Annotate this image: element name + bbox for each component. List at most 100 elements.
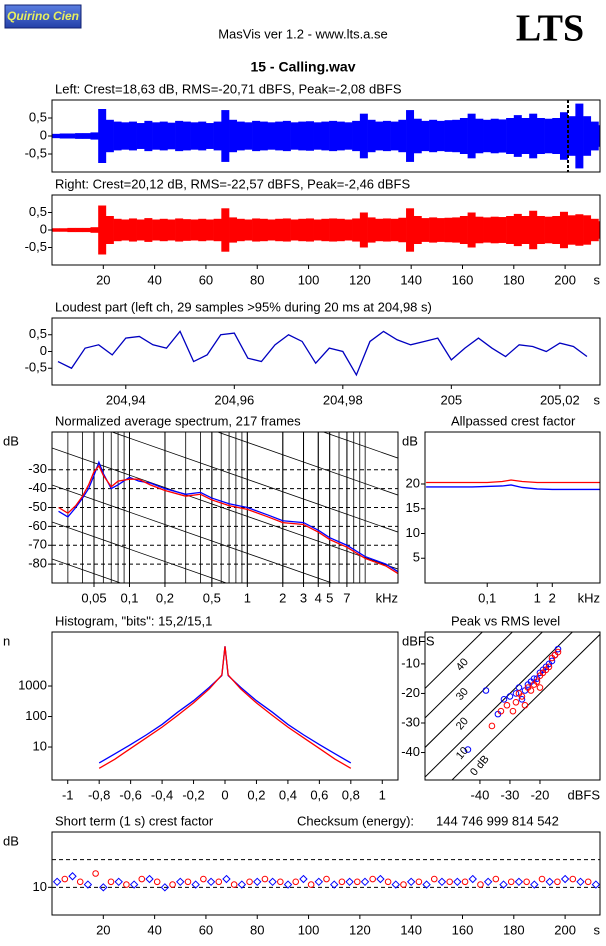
y-tick-label: -0,5 <box>25 360 47 375</box>
panel-title: Right: Crest=20,12 dB, RMS=-22,57 dBFS, … <box>55 176 410 191</box>
point <box>554 648 562 656</box>
point <box>369 875 376 883</box>
series-line <box>426 484 600 491</box>
waveform-bar <box>475 216 484 244</box>
plot-area <box>52 832 600 915</box>
x-tick-label: -0,6 <box>119 787 141 802</box>
point <box>138 875 146 883</box>
y-axis-label: dBFS <box>402 633 435 648</box>
waveform-bar <box>513 213 522 247</box>
point <box>415 878 423 886</box>
waveform-bar <box>375 121 384 151</box>
waveform-bar <box>498 217 507 243</box>
point <box>512 699 520 706</box>
waveform-bar <box>590 121 599 151</box>
checksum-value: 144 746 999 814 542 <box>436 813 559 828</box>
point <box>330 880 339 889</box>
plot-frame <box>424 631 601 781</box>
waveform-bar <box>113 121 122 151</box>
waveform-bar <box>213 218 222 242</box>
waveform-bar <box>344 122 353 150</box>
point <box>230 881 238 888</box>
file-name: 15 - Calling.wav <box>250 59 355 75</box>
waveform-bar <box>444 217 453 243</box>
crest-line <box>425 632 574 778</box>
checksum-label: Checksum (energy): <box>297 813 414 828</box>
waveform-bar <box>429 217 438 243</box>
point <box>52 877 62 887</box>
y-tick-label: -20 <box>401 685 420 700</box>
point <box>353 878 361 886</box>
waveform-bar <box>544 118 553 154</box>
waveform-bar <box>98 109 107 163</box>
waveform-bar <box>552 216 561 244</box>
point <box>554 645 562 653</box>
waveform-bar <box>375 218 384 242</box>
point <box>277 878 284 886</box>
point <box>314 877 324 887</box>
reference-slope <box>52 447 398 570</box>
point <box>499 880 508 889</box>
point <box>554 878 561 886</box>
point <box>533 678 541 685</box>
waveform-bar <box>105 119 114 153</box>
waveform-bar <box>329 120 338 152</box>
y-tick-label: 10 <box>33 738 47 753</box>
point <box>107 878 115 886</box>
waveform-bar <box>198 218 207 242</box>
waveform-bar <box>336 121 345 151</box>
waveform-bar <box>190 122 199 150</box>
point <box>323 875 330 883</box>
waveform-bar <box>483 119 492 153</box>
waveform-bar <box>398 119 407 153</box>
x-tick-label: 60 <box>199 922 213 937</box>
plot-background <box>425 432 600 583</box>
waveform-bar <box>552 118 561 154</box>
waveform-bar <box>521 118 530 154</box>
waveform-bar <box>313 122 322 150</box>
waveform-bar <box>136 123 145 149</box>
x-tick-label: 7 <box>343 590 350 605</box>
brand: LTS <box>516 8 584 50</box>
point <box>483 877 493 887</box>
plot-background <box>52 632 398 780</box>
waveform-bar <box>567 116 576 156</box>
waveform-bar <box>305 218 314 242</box>
waveform-bar <box>459 216 468 244</box>
plot-frame <box>51 317 601 386</box>
series-line <box>58 460 398 573</box>
waveform-bar <box>336 218 345 242</box>
y-axis-label: n <box>3 633 10 648</box>
waveform-bar <box>229 217 238 243</box>
point <box>176 877 185 887</box>
y-tick-label: -40 <box>401 744 420 759</box>
waveform-bar <box>159 218 168 242</box>
y-tick-label: -10 <box>401 655 420 670</box>
point <box>464 746 472 753</box>
plot-frame <box>51 831 601 916</box>
point <box>200 875 207 883</box>
x-axis-label: s <box>594 922 601 937</box>
waveform-bar <box>275 121 284 151</box>
y-tick-label: -0,5 <box>25 239 47 254</box>
waveform-bar <box>67 227 76 233</box>
y-tick-label: 0,5 <box>29 326 47 341</box>
reference-slope <box>52 484 334 583</box>
x-tick-label: -1 <box>62 787 74 802</box>
point <box>83 880 93 889</box>
waveform-bar <box>182 121 191 151</box>
plot-area <box>52 195 600 265</box>
point <box>548 657 556 665</box>
point <box>518 696 526 703</box>
plot-frame <box>424 431 601 584</box>
waveform-bar <box>221 208 230 252</box>
panel-title: Allpassed crest factor <box>451 413 576 428</box>
plot-background <box>52 832 600 915</box>
waveform-bar <box>98 205 107 255</box>
y-tick-label: -30 <box>401 714 420 729</box>
point <box>307 881 315 888</box>
waveform-bar <box>559 112 568 160</box>
waveform-bar <box>429 119 438 153</box>
x-tick-label: 140 <box>400 272 422 287</box>
